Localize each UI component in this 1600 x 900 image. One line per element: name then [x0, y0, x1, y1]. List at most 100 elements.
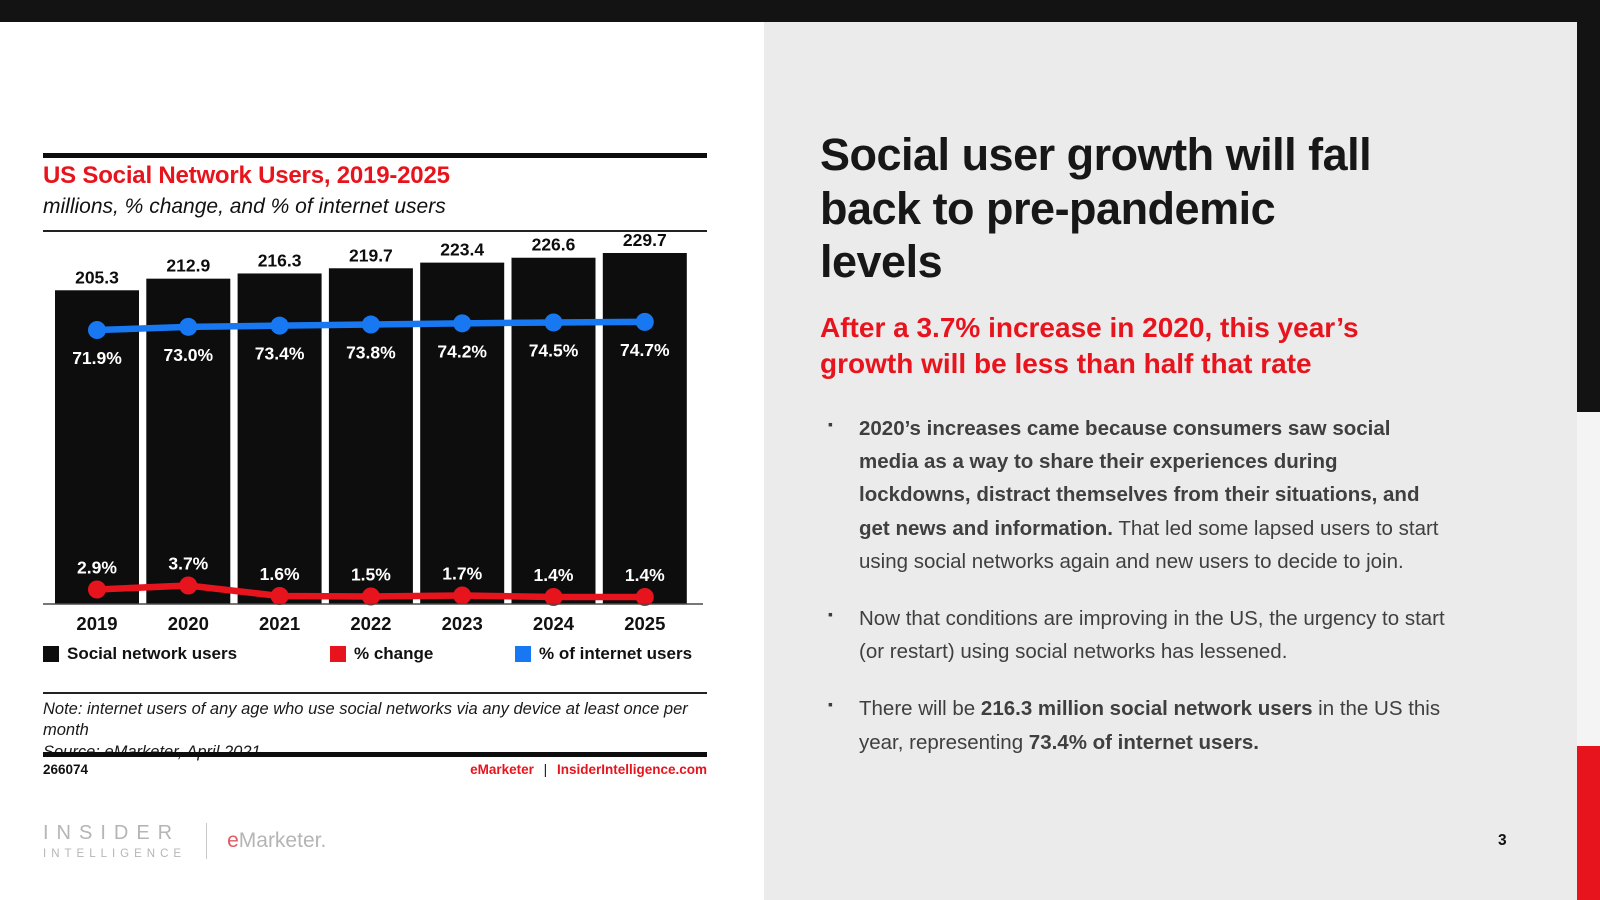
legend-label: Social network users: [67, 644, 238, 663]
text-panel: Social user growth will fall back to pre…: [764, 22, 1577, 900]
internet-users-point: [88, 321, 106, 340]
internet-users-point: [270, 316, 289, 335]
internet-users-label: 73.0%: [163, 345, 213, 365]
bar-value-label: 216.3: [258, 250, 302, 270]
pct-change-label: 3.7%: [168, 554, 208, 574]
internet-users-point: [453, 314, 472, 333]
pct-change-label: 1.4%: [534, 565, 574, 585]
bar-2019: [55, 290, 139, 604]
chart-header-rule: [43, 230, 707, 232]
chart-brand-line: eMarketer | InsiderIntelligence.com: [470, 762, 707, 777]
bar-2025: [602, 252, 687, 604]
internet-users-label: 74.2%: [437, 341, 487, 361]
insider-intelligence-logo: INSIDER INTELLIGENCE: [43, 822, 186, 860]
page-number: 3: [1498, 832, 1507, 849]
legend-swatch-icon: [43, 646, 59, 662]
bullet-item: ▪ 2020’s increases came because consumers…: [826, 412, 1446, 578]
edge-strip-light: [1577, 412, 1600, 746]
bullet-list: ▪ 2020’s increases came because consumers…: [826, 412, 1446, 783]
bar-value-label: 223.4: [440, 240, 484, 260]
bullet-text-segment: in the US this year, representing: [859, 697, 1441, 754]
pct-change-label: 2.9%: [77, 558, 117, 578]
bullet-square-icon: ▪: [828, 416, 833, 432]
internet-users-point: [544, 313, 563, 332]
pct-change-point: [361, 587, 380, 606]
x-axis-tick-label: 2024: [533, 613, 575, 634]
insider-logo-line2: INTELLIGENCE: [43, 848, 187, 860]
edge-strip-black: [1577, 22, 1600, 412]
internet-users-label: 74.7%: [620, 340, 670, 360]
x-axis-tick-label: 2019: [76, 613, 117, 634]
pct-change-label: 1.6%: [260, 564, 300, 584]
x-axis-tick-label: 2020: [168, 613, 209, 634]
internet-users-point: [179, 317, 198, 336]
bar-value-label: 229.7: [623, 232, 667, 250]
bullet-text-segment: That led some lapsed users to start usin…: [859, 516, 1439, 573]
bullet-text-segment: 216.3 million social network users: [980, 697, 1313, 721]
bullet-item: ▪ Now that conditions are improving in th…: [826, 602, 1446, 668]
emarketer-brand-text: eMarketer: [470, 762, 534, 777]
emarketer-logo: eMarketer.: [227, 829, 326, 853]
slide-subtitle: After a 3.7% increase in 2020, this year…: [820, 312, 1359, 379]
bullet-square-icon: ▪: [828, 696, 833, 713]
bullet-text-segment: 2020’s increases came because consumers …: [859, 417, 1420, 540]
bullet-text-segment: There will be: [859, 697, 981, 721]
legend-label: % of internet users: [539, 644, 693, 663]
chart-subtitle: millions, % change, and % of internet us…: [43, 195, 446, 218]
right-edge-strip: [1577, 22, 1600, 900]
bar-value-label: 219.7: [349, 245, 393, 265]
logo-divider: [206, 823, 208, 859]
x-axis-tick-label: 2025: [624, 613, 665, 634]
legend-item: % of internet users: [515, 644, 692, 664]
pct-change-point: [544, 588, 563, 606]
note-text: Note: internet users of any age who use …: [43, 700, 688, 740]
pct-change-label: 1.4%: [625, 565, 665, 585]
x-axis-tick-label: 2021: [259, 613, 300, 634]
bullet-text-segment: 73.4% of internet users.: [1028, 730, 1259, 754]
chart-plot-area: 205.3 212.9 216.3 219.7 223.4 226.6 229.7 71.9%…: [43, 230, 707, 636]
pct-change-point: [179, 576, 198, 595]
insiderintelligence-link[interactable]: InsiderIntelligence.com: [556, 762, 707, 777]
internet-users-label: 74.5%: [529, 340, 579, 360]
pct-change-point: [635, 588, 654, 606]
emarketer-logo-rest: Marketer.: [238, 829, 327, 852]
x-axis-tick-label: 2023: [442, 613, 483, 634]
chart-top-rule: [43, 153, 707, 158]
internet-users-point: [361, 315, 380, 334]
chart-note-rule: [43, 692, 707, 694]
footer-logos: INSIDER INTELLIGENCE eMarketer.: [43, 822, 326, 860]
slide-title: Social user growth will fall back to pre…: [820, 129, 1372, 288]
pct-change-point: [270, 587, 289, 605]
brand-pipe: |: [543, 762, 548, 777]
pct-change-point: [453, 586, 472, 605]
legend-label: % change: [354, 644, 434, 663]
bullet-item: ▪ There will be 216.3 million social netw…: [826, 692, 1446, 758]
insider-logo-line1: INSIDER: [43, 822, 181, 844]
emarketer-logo-e: e: [227, 829, 239, 852]
bar-2024: [511, 257, 596, 604]
pct-change-label: 1.5%: [351, 565, 391, 585]
bullet-text-segment: Now that conditions are improving in the…: [859, 607, 1445, 664]
legend-swatch-icon: [515, 646, 531, 662]
chart-legend: Social network users % change % of interne…: [43, 644, 707, 666]
chart-bottom-rule: [43, 752, 707, 757]
chart-title: US Social Network Users, 2019-2025: [43, 162, 450, 189]
internet-users-label: 73.8%: [346, 343, 396, 363]
bar-2023: [420, 262, 505, 604]
internet-users-point: [635, 312, 654, 331]
pct-change-point: [88, 580, 106, 599]
bar-value-label: 205.3: [75, 267, 119, 287]
internet-users-label: 73.4%: [255, 344, 305, 364]
internet-users-label: 71.9%: [72, 348, 122, 368]
bullet-square-icon: ▪: [828, 606, 833, 623]
legend-swatch-icon: [330, 646, 346, 662]
chart-panel: US Social Network Users, 2019-2025 milli…: [0, 22, 764, 900]
chart-id: 266074: [43, 762, 89, 777]
legend-item: Social network users: [43, 644, 237, 664]
social-users-bar-line-chart: 205.3 212.9 216.3 219.7 223.4 226.6 229.7 71.9%…: [43, 230, 703, 634]
bar-value-label: 226.6: [532, 235, 576, 255]
top-black-bar: [0, 0, 1600, 22]
pct-change-label: 1.7%: [442, 564, 482, 584]
bar-value-label: 212.9: [166, 256, 210, 276]
edge-strip-red: [1577, 746, 1600, 900]
